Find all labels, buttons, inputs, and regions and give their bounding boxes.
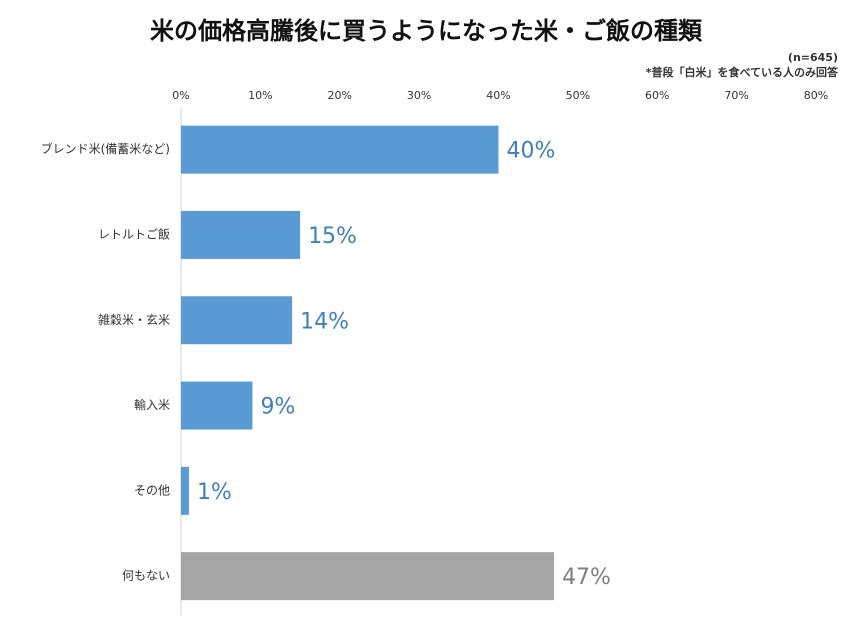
note: (n=645) [788, 51, 838, 64]
value-label: 1% [197, 480, 232, 505]
value-label: 9% [260, 395, 295, 420]
y-tick-label: 何もない [122, 569, 170, 583]
value-label: 47% [562, 565, 611, 590]
x-tick-label: 50% [566, 89, 590, 102]
x-tick-label: 30% [407, 89, 431, 102]
value-label: 14% [300, 309, 349, 334]
bar [181, 210, 301, 259]
x-tick-label: 20% [328, 89, 352, 102]
y-tick-label: その他 [134, 483, 170, 497]
subnote: *普段「白米」を食べている人のみ回答 [646, 65, 839, 79]
bar [181, 296, 293, 345]
x-tick-label: 80% [804, 89, 828, 102]
x-tick-label: 60% [645, 89, 669, 102]
value-label: 40% [507, 139, 556, 164]
value-label: 15% [308, 224, 357, 249]
bar [181, 125, 499, 174]
x-tick-label: 70% [724, 89, 748, 102]
y-tick-label: 輸入米 [134, 397, 170, 412]
y-tick-label: ブレンド米(備蓄米など) [41, 141, 170, 156]
bar [181, 466, 189, 515]
bar [181, 552, 555, 601]
y-tick-label: 雑穀米・玄米 [98, 312, 170, 327]
x-tick-label: 40% [486, 89, 510, 102]
y-tick-label: レトルトご飯 [98, 226, 170, 241]
bar [181, 381, 253, 430]
x-tick-label: 10% [248, 89, 272, 102]
chart-title: 米の価格高騰後に買うようになった米・ご飯の種類 [150, 17, 703, 45]
x-tick-label: 0% [172, 89, 189, 102]
